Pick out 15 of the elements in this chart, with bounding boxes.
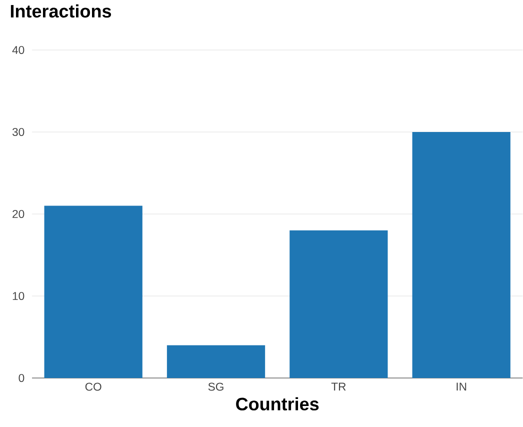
x-tick-label: TR — [331, 382, 346, 391]
y-tick-label: 20 — [12, 210, 24, 218]
y-tick-label: 10 — [12, 292, 24, 300]
bar — [166, 345, 266, 378]
bar — [44, 206, 142, 378]
bar — [290, 230, 388, 378]
x-tick-label: IN — [456, 382, 466, 391]
bar — [412, 132, 510, 378]
y-tick-label: 0 — [18, 374, 24, 382]
chart-title: Interactions — [10, 4, 112, 18]
y-tick-label: 30 — [12, 128, 24, 136]
x-axis-title: Countries — [236, 397, 319, 410]
x-tick-label: CO — [85, 382, 102, 391]
x-tick-label: SG — [208, 382, 224, 391]
y-tick-label: 40 — [12, 46, 24, 54]
